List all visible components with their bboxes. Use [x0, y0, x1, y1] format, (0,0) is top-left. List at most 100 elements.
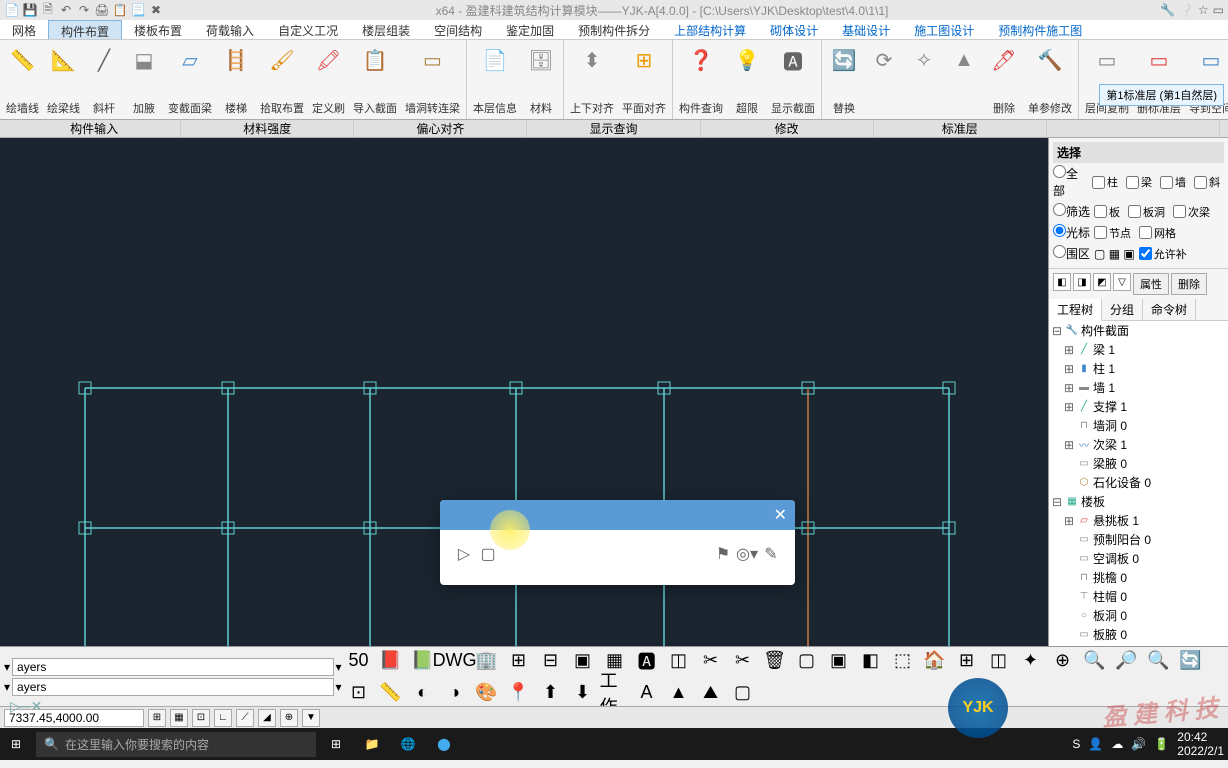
ribbon-btn-0-5[interactable]: 🪜楼梯	[216, 42, 256, 117]
layer-icon-2[interactable]: ▾	[4, 680, 10, 694]
ribbon-btn-1-0[interactable]: 📄本层信息	[469, 42, 521, 117]
tree-node-10[interactable]: ⊞▱悬挑板 1	[1049, 511, 1228, 530]
tree-tab-2[interactable]: 命令树	[1143, 299, 1196, 320]
tree-toggle-icon[interactable]: ⊞	[1063, 381, 1075, 395]
ribbon-btn-0-2[interactable]: ╱斜杆	[84, 42, 124, 117]
permit-checkbox[interactable]: 允许补	[1139, 246, 1187, 262]
bottom-icon-12[interactable]: 🔍	[1080, 646, 1110, 676]
tray-icon-5[interactable]: 🔋	[1154, 737, 1169, 751]
menu-tab-10[interactable]: 砌体设计	[758, 20, 830, 39]
ribbon-btn-2-1[interactable]: ⊞平面对齐	[618, 42, 670, 117]
tray-icon-3[interactable]: ☁	[1111, 737, 1123, 751]
filter-checkbox[interactable]: 板洞	[1128, 204, 1165, 220]
tree-tab-0[interactable]: 工程树	[1049, 299, 1102, 321]
ribbon-btn-0-9[interactable]: ▭墙洞转连梁	[401, 42, 464, 117]
properties-button[interactable]: 属性	[1133, 273, 1169, 295]
ribbon-btn-4-5[interactable]: 🔨单参修改	[1024, 42, 1076, 117]
snap-btn-1[interactable]: ⊞	[148, 709, 166, 727]
selection-radio[interactable]: 围区	[1053, 245, 1090, 262]
snap-btn-6[interactable]: ◢	[258, 709, 276, 727]
bottom-icon-b8[interactable]: 🅰	[632, 646, 662, 676]
filter-checkbox[interactable]: 次梁	[1173, 204, 1210, 220]
undo-icon[interactable]: ↶	[58, 2, 74, 18]
bottom-icon-b3[interactable]: 🏢	[472, 646, 502, 676]
funnel-icon[interactable]: ▽	[1113, 273, 1131, 291]
ribbon-btn-0-7[interactable]: 🖍定义刷	[308, 42, 349, 117]
taskbar-clock[interactable]: 20:42 2022/2/1	[1177, 730, 1224, 758]
help-icon[interactable]: ❔	[1179, 3, 1194, 17]
bottom-icon-27[interactable]: ⛰	[696, 678, 726, 707]
redo-icon[interactable]: ↷	[76, 2, 92, 18]
bottom-icon-1[interactable]: ✂	[728, 646, 758, 676]
tree-node-14[interactable]: ⊤柱帽 0	[1049, 587, 1228, 606]
bottom-icon-7[interactable]: 🏠	[920, 646, 950, 676]
print-icon[interactable]: 🖨	[94, 2, 110, 18]
snap-btn-2[interactable]: ▦	[170, 709, 188, 727]
menu-tab-2[interactable]: 楼板布置	[122, 20, 194, 39]
bottom-icon-15[interactable]: 🔄	[1176, 646, 1206, 676]
layer-dropdown-2[interactable]: ▾	[336, 680, 342, 694]
stop-icon[interactable]: ▢	[476, 542, 500, 566]
menu-tab-12[interactable]: 施工图设计	[902, 20, 986, 39]
taskview-icon[interactable]: ⊞	[324, 732, 348, 756]
menu-tab-0[interactable]: 网格	[0, 20, 48, 39]
tree-tab-1[interactable]: 分组	[1102, 299, 1143, 320]
tree-node-8[interactable]: ⬡石化设备 0	[1049, 473, 1228, 492]
tree-node-17[interactable]: ⊓预埋件 0	[1049, 644, 1228, 646]
selection-radio[interactable]: 光标	[1053, 224, 1090, 241]
tray-icon-2[interactable]: 👤	[1088, 737, 1103, 751]
menu-tab-5[interactable]: 楼层组装	[350, 20, 422, 39]
menu-tab-3[interactable]: 荷载输入	[194, 20, 266, 39]
menu-tab-13[interactable]: 预制构件施工图	[986, 20, 1094, 39]
tree-node-16[interactable]: ▭板腋 0	[1049, 625, 1228, 644]
bottom-icon-6[interactable]: ⬚	[888, 646, 918, 676]
snap-btn-7[interactable]: ⊕	[280, 709, 298, 727]
ribbon-btn-4-0[interactable]: 🔄替换	[824, 42, 864, 117]
snap-btn-4[interactable]: ∟	[214, 709, 232, 727]
bottom-icon-b4[interactable]: ⊞	[504, 646, 534, 676]
filter-icon-3[interactable]: ◩	[1093, 273, 1111, 291]
filter-checkbox[interactable]: 网格	[1139, 225, 1176, 241]
bottom-icon-3[interactable]: ▢	[792, 646, 822, 676]
tree-node-4[interactable]: ⊞╱支撑 1	[1049, 397, 1228, 416]
tree-node-0[interactable]: ⊟🔧构件截面	[1049, 321, 1228, 340]
menu-tab-8[interactable]: 预制构件拆分	[566, 20, 662, 39]
ribbon-btn-0-3[interactable]: ⬓加腋	[124, 42, 164, 117]
tree-toggle-icon[interactable]: ⊞	[1063, 343, 1075, 357]
menu-icon[interactable]: ▭	[1213, 3, 1224, 17]
target-icon[interactable]: ◎▾	[735, 542, 759, 566]
filter-checkbox[interactable]: 墙	[1160, 174, 1186, 190]
saveall-icon[interactable]: 🗎	[40, 2, 56, 18]
bottom-icon-b2[interactable]: DWG	[440, 646, 470, 676]
tree-node-6[interactable]: ⊞〰次梁 1	[1049, 435, 1228, 454]
layer-input-2[interactable]	[12, 678, 334, 696]
bottom-icon-24[interactable]: 工作	[600, 678, 630, 707]
selection-radio[interactable]: 筛选	[1053, 203, 1090, 220]
tree-node-11[interactable]: ▭预制阳台 0	[1049, 530, 1228, 549]
ribbon-btn-0-8[interactable]: 📋导入截面	[349, 42, 401, 117]
ribbon-btn-3-1[interactable]: 💡超限	[727, 42, 767, 117]
close-doc-icon[interactable]: ✖	[148, 2, 164, 18]
bottom-icon-2[interactable]: 🗑	[760, 646, 790, 676]
tree-toggle-icon[interactable]: ⊟	[1051, 324, 1063, 338]
bottom-icon-20[interactable]: 🎨	[472, 678, 502, 707]
start-button[interactable]: ⊞	[4, 732, 28, 756]
tray-icon-1[interactable]: S	[1072, 737, 1080, 751]
project-tree[interactable]: ⊟🔧构件截面⊞╱梁 1⊞▮柱 1⊞▬墙 1⊞╱支撑 1⊓墙洞 0⊞〰次梁 1▭梁…	[1049, 321, 1228, 646]
bottom-icon-23[interactable]: ⬇	[568, 678, 598, 707]
ribbon-btn-3-0[interactable]: ❓构件查询	[675, 42, 727, 117]
tree-node-12[interactable]: ▭空调板 0	[1049, 549, 1228, 568]
menu-tab-1[interactable]: 构件布置	[48, 20, 122, 39]
bottom-icon-10[interactable]: ✦	[1016, 646, 1046, 676]
tree-toggle-icon[interactable]: ⊞	[1063, 400, 1075, 414]
tree-node-15[interactable]: ○板洞 0	[1049, 606, 1228, 625]
ribbon-btn-0-1[interactable]: 📐绘梁线	[43, 42, 84, 117]
tree-toggle-icon[interactable]: ⊞	[1063, 438, 1075, 452]
ribbon-btn-0-4[interactable]: ▱变截面梁	[164, 42, 216, 117]
doc2-icon[interactable]: 📃	[130, 2, 146, 18]
floor-indicator[interactable]: 第1标准层 (第1自然层)	[1099, 84, 1224, 106]
selection-radio[interactable]: 全部	[1053, 165, 1088, 199]
bottom-icon-14[interactable]: 🔍	[1144, 646, 1174, 676]
bottom-icon-9[interactable]: ◫	[984, 646, 1014, 676]
ribbon-btn-2-0[interactable]: ⬍上下对齐	[566, 42, 618, 117]
